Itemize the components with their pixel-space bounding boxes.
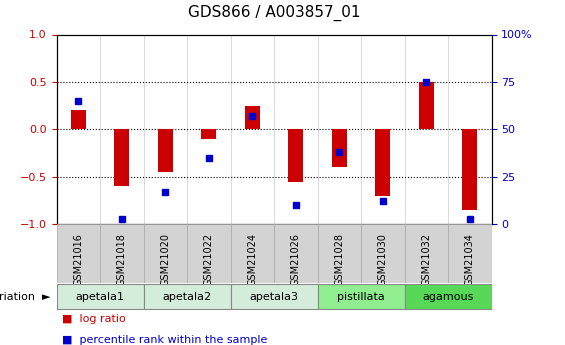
Text: apetala2: apetala2 [163,292,211,302]
FancyBboxPatch shape [318,224,361,283]
Text: GSM21022: GSM21022 [204,233,214,286]
FancyBboxPatch shape [187,224,231,283]
Text: pistillata: pistillata [337,292,385,302]
FancyBboxPatch shape [318,284,405,309]
Bar [245,106,260,129]
Text: GSM21026: GSM21026 [291,233,301,286]
FancyBboxPatch shape [144,284,231,309]
FancyBboxPatch shape [100,224,144,283]
FancyBboxPatch shape [56,224,100,283]
Text: GSM21018: GSM21018 [117,233,127,286]
FancyBboxPatch shape [144,224,187,283]
Bar [71,110,86,129]
Text: GSM21028: GSM21028 [334,233,344,286]
FancyBboxPatch shape [405,224,448,283]
FancyBboxPatch shape [448,224,492,283]
FancyBboxPatch shape [274,224,318,283]
Bar [419,82,434,129]
Bar [158,129,173,172]
FancyBboxPatch shape [56,284,144,309]
Text: GSM21032: GSM21032 [421,233,431,286]
Text: GSM21024: GSM21024 [247,233,257,286]
Text: agamous: agamous [423,292,473,302]
FancyBboxPatch shape [231,224,274,283]
Text: GSM21030: GSM21030 [378,233,388,286]
Bar [375,129,390,196]
Text: GSM21016: GSM21016 [73,233,83,286]
Text: ■  log ratio: ■ log ratio [62,314,126,324]
Text: GSM21020: GSM21020 [160,233,170,286]
Bar [114,129,129,186]
Text: ■  percentile rank within the sample: ■ percentile rank within the sample [62,335,267,345]
FancyBboxPatch shape [361,224,405,283]
FancyBboxPatch shape [231,284,318,309]
Text: GDS866 / A003857_01: GDS866 / A003857_01 [188,4,360,21]
FancyBboxPatch shape [405,284,492,309]
Text: GSM21034: GSM21034 [465,233,475,286]
Text: genotype/variation  ►: genotype/variation ► [0,292,51,302]
Bar [201,129,216,139]
Text: apetala1: apetala1 [76,292,124,302]
Bar [288,129,303,181]
Bar [332,129,347,167]
Bar [462,129,477,210]
Text: apetala3: apetala3 [250,292,298,302]
